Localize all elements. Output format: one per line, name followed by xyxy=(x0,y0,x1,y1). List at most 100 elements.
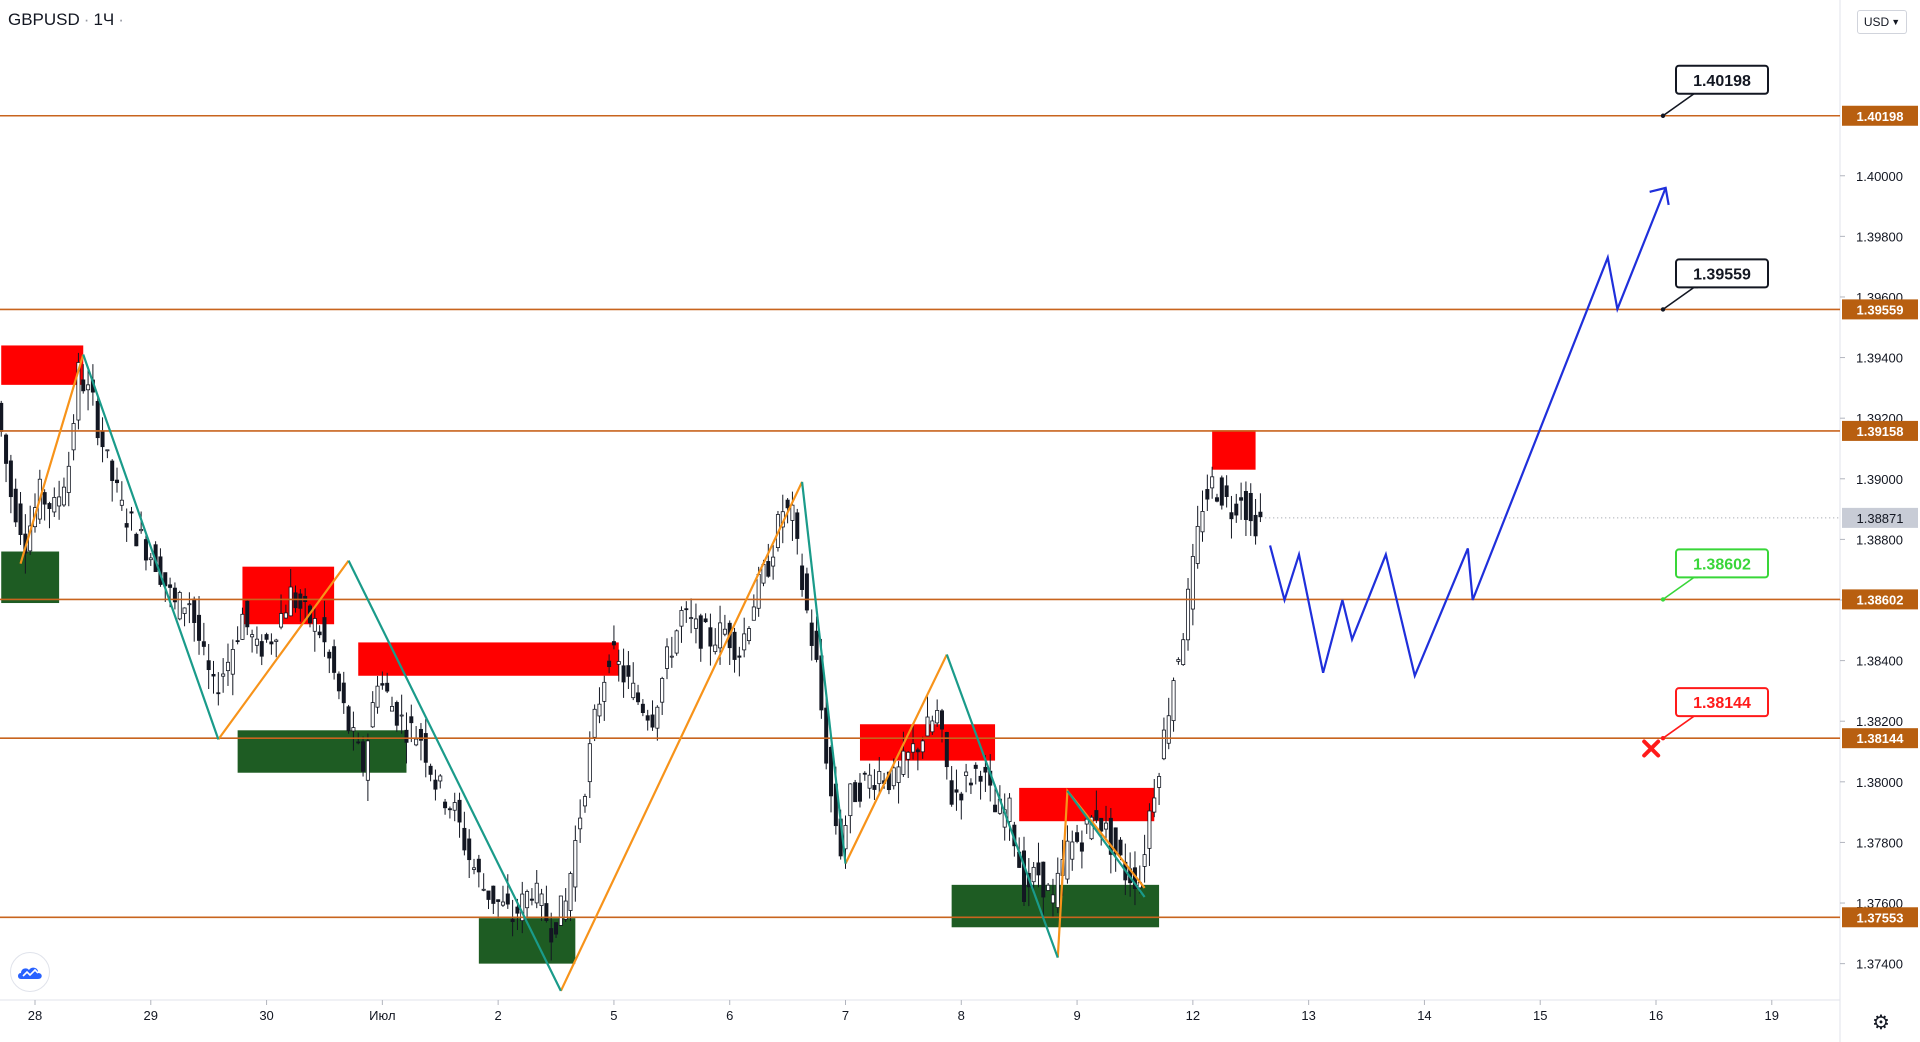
candle-body xyxy=(843,825,848,850)
candle-body xyxy=(216,692,221,695)
candle-body xyxy=(1239,497,1244,501)
interval-label[interactable]: 1Ч xyxy=(93,10,115,29)
candle-body xyxy=(66,465,71,493)
candle-body xyxy=(848,783,853,817)
time-tick-label: 5 xyxy=(610,1008,617,1023)
candle-body xyxy=(81,379,86,392)
candle-body xyxy=(640,703,645,714)
candle-body xyxy=(1234,503,1239,516)
candle-body xyxy=(259,641,264,657)
candle-body xyxy=(110,460,115,481)
candle-body xyxy=(800,565,805,590)
candle-body xyxy=(616,661,621,665)
candle-body xyxy=(1171,680,1176,722)
candle-body xyxy=(664,646,669,669)
candle-body xyxy=(467,838,472,861)
candle-body xyxy=(968,782,973,786)
level-price-tag xyxy=(1842,299,1918,320)
candle-body xyxy=(939,710,944,730)
candle-body xyxy=(592,708,597,738)
time-tick-label: 13 xyxy=(1301,1008,1315,1023)
candle-body xyxy=(1205,489,1210,500)
candle-body xyxy=(544,903,549,921)
candle-body xyxy=(8,460,13,498)
level-price-tag xyxy=(1842,907,1918,928)
candle-body xyxy=(269,641,274,645)
candle-body xyxy=(500,901,505,906)
candle-body xyxy=(785,499,790,509)
candle-body xyxy=(115,479,120,484)
candle-body xyxy=(1157,776,1162,788)
level-price-tag-label: 1.38144 xyxy=(1857,731,1905,746)
symbol-header[interactable]: GBPUSD · 1Ч · xyxy=(8,10,124,29)
chevron-down-icon: ▼ xyxy=(1891,17,1901,27)
price-tick-label: 1.39000 xyxy=(1856,472,1903,487)
candle-body xyxy=(496,899,501,902)
price-tick-label: 1.38000 xyxy=(1856,775,1903,790)
candle-body xyxy=(336,673,341,692)
gear-icon[interactable]: ⚙ xyxy=(1872,1012,1890,1034)
price-tick-label: 1.40000 xyxy=(1856,169,1903,184)
supply-zone xyxy=(1,345,84,385)
candle-body xyxy=(857,782,862,802)
callout-box[interactable] xyxy=(1675,258,1769,289)
candle-body xyxy=(1243,490,1248,520)
callout-box[interactable] xyxy=(1675,687,1769,718)
candle-body xyxy=(771,556,776,567)
candle-body xyxy=(356,741,361,744)
candle-body xyxy=(1152,797,1157,813)
candle-body xyxy=(322,617,327,643)
candle-body xyxy=(1210,476,1215,489)
candle-body xyxy=(365,740,370,781)
time-tick-label: 19 xyxy=(1765,1008,1779,1023)
level-price-tag-label: 1.39559 xyxy=(1857,302,1904,317)
callout-box[interactable] xyxy=(1675,64,1769,95)
candle-body xyxy=(964,771,969,776)
candle-body xyxy=(341,682,346,704)
candle-body xyxy=(42,492,47,505)
candle-body xyxy=(298,593,303,609)
candle-body xyxy=(944,731,949,768)
candle-body xyxy=(1147,810,1152,849)
currency-selector[interactable]: USD ▼ xyxy=(1857,10,1907,34)
candle-body xyxy=(1176,659,1181,662)
candle-body xyxy=(1036,862,1041,876)
candle-body xyxy=(1229,512,1234,520)
candle-body xyxy=(346,706,351,732)
callout-box[interactable] xyxy=(1675,548,1769,579)
level-price-tag-label: 1.38602 xyxy=(1857,592,1904,607)
candle-body xyxy=(751,606,756,621)
candle-body xyxy=(853,782,858,803)
price-tick-label: 1.38800 xyxy=(1856,532,1903,547)
orange-impulse-line xyxy=(844,654,948,865)
candle-body xyxy=(973,764,978,769)
time-tick-label: 14 xyxy=(1417,1008,1431,1023)
candle-body xyxy=(452,802,457,811)
time-tick-label: 28 xyxy=(28,1008,42,1023)
candle-body xyxy=(1142,854,1147,867)
candle-body xyxy=(197,614,202,641)
candle-body xyxy=(0,402,4,432)
time-tick-label: 12 xyxy=(1186,1008,1200,1023)
level-price-tag-label: 1.39158 xyxy=(1857,424,1904,439)
current-price-tag xyxy=(1842,507,1918,528)
candle-body xyxy=(476,858,481,873)
candle-body xyxy=(95,400,100,439)
candle-body xyxy=(187,603,192,606)
candle-body xyxy=(206,660,211,671)
level-price-tag xyxy=(1842,589,1918,610)
price-tick-label: 1.37800 xyxy=(1856,835,1903,850)
candle-body xyxy=(689,617,694,620)
candle-body xyxy=(481,888,486,891)
price-tick-label: 1.38400 xyxy=(1856,654,1903,669)
tradingview-cloud-icon[interactable] xyxy=(10,952,50,992)
candle-body xyxy=(718,622,723,649)
candle-body xyxy=(790,504,795,521)
candle-body xyxy=(447,808,452,811)
candle-body xyxy=(76,362,81,421)
candle-body xyxy=(872,785,877,790)
candle-body xyxy=(954,789,959,793)
candle-body xyxy=(1031,866,1036,883)
candle-body xyxy=(573,840,578,888)
